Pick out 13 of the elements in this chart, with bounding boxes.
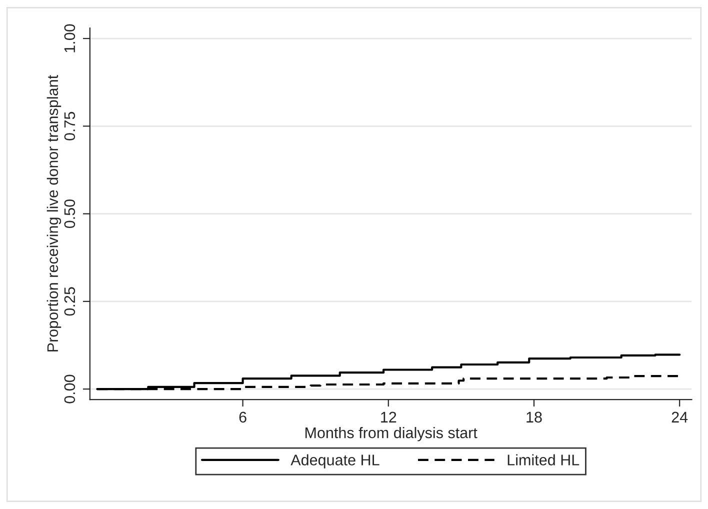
x-tick-label: 24	[672, 412, 688, 422]
x-tick-label: 18	[526, 412, 542, 423]
x-tick-label: 6	[239, 412, 246, 423]
y-tick-label: 0.50	[64, 200, 76, 228]
legend-label: Limited HL	[508, 454, 580, 466]
y-tick-label: 0.75	[64, 112, 76, 140]
legend-label: Adequate HL	[290, 454, 380, 468]
x-tick-label: 12	[381, 412, 396, 422]
y-axis-title: Proportion receiving live donor transplant	[46, 75, 62, 352]
x-axis-title: Months from dialysis start	[305, 427, 478, 442]
y-tick-label: 0.00	[64, 374, 76, 404]
y-tick-label: 0.25	[64, 287, 76, 316]
y-tick-label: 1.00	[64, 24, 76, 52]
